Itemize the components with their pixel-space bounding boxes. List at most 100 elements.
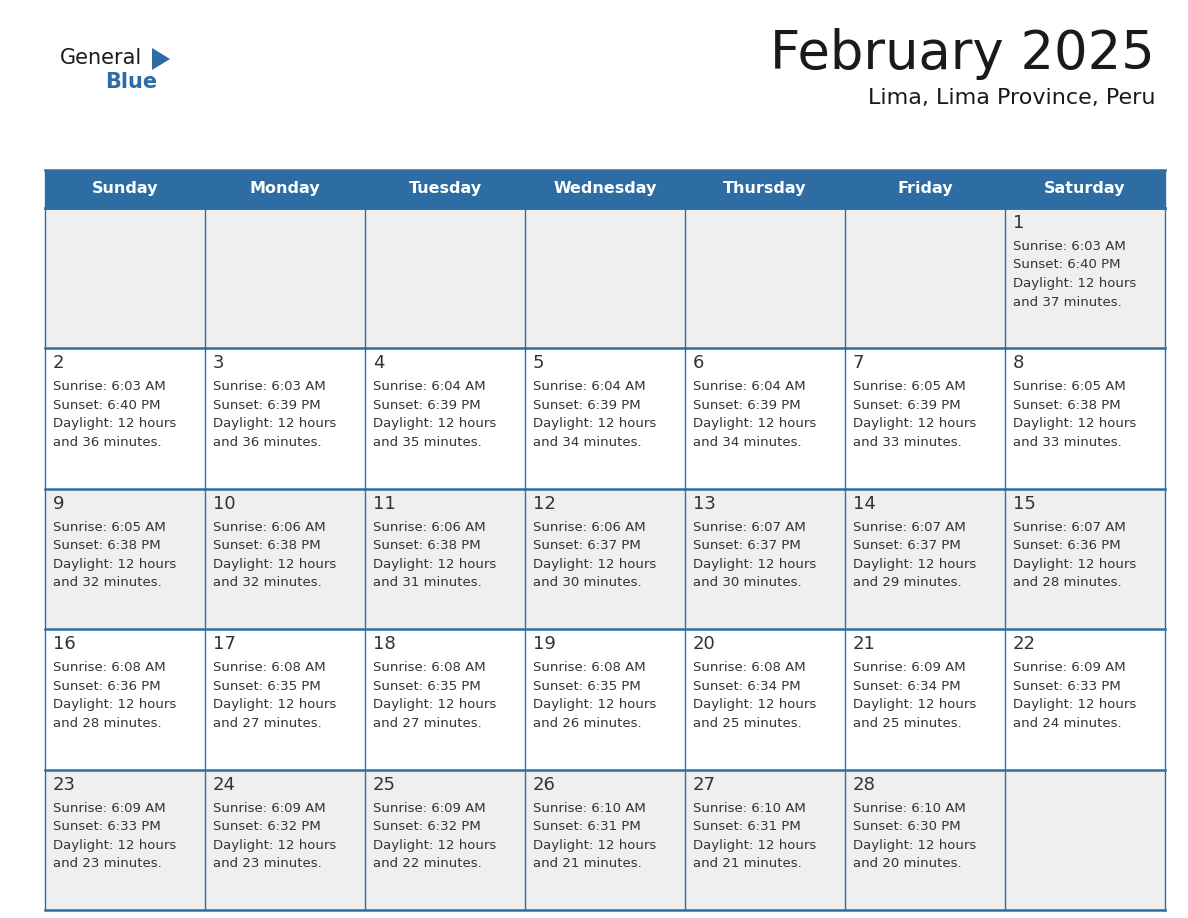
Text: Sunset: 6:34 PM: Sunset: 6:34 PM xyxy=(693,679,801,693)
Bar xyxy=(365,170,525,208)
Text: 6: 6 xyxy=(693,354,704,373)
Text: Sunrise: 6:05 AM: Sunrise: 6:05 AM xyxy=(1013,380,1126,394)
Bar xyxy=(685,629,845,769)
Text: and 21 minutes.: and 21 minutes. xyxy=(533,857,642,870)
Text: Daylight: 12 hours: Daylight: 12 hours xyxy=(1013,418,1136,431)
Text: 15: 15 xyxy=(1013,495,1036,513)
Text: and 25 minutes.: and 25 minutes. xyxy=(853,717,962,730)
Text: 23: 23 xyxy=(53,776,76,793)
Text: Daylight: 12 hours: Daylight: 12 hours xyxy=(213,418,336,431)
Text: and 30 minutes.: and 30 minutes. xyxy=(693,577,802,589)
Text: Sunrise: 6:03 AM: Sunrise: 6:03 AM xyxy=(53,380,166,394)
Text: Sunset: 6:38 PM: Sunset: 6:38 PM xyxy=(1013,399,1120,412)
Bar xyxy=(845,769,1005,910)
Text: and 27 minutes.: and 27 minutes. xyxy=(213,717,322,730)
Text: and 27 minutes.: and 27 minutes. xyxy=(373,717,482,730)
Text: Sunset: 6:33 PM: Sunset: 6:33 PM xyxy=(1013,679,1120,693)
Text: 16: 16 xyxy=(53,635,76,654)
Bar xyxy=(525,629,685,769)
Text: and 33 minutes.: and 33 minutes. xyxy=(1013,436,1121,449)
Text: 24: 24 xyxy=(213,776,236,793)
Text: February 2025: February 2025 xyxy=(770,28,1155,80)
Text: and 28 minutes.: and 28 minutes. xyxy=(1013,577,1121,589)
Text: 8: 8 xyxy=(1013,354,1024,373)
Text: 22: 22 xyxy=(1013,635,1036,654)
Text: Daylight: 12 hours: Daylight: 12 hours xyxy=(1013,699,1136,711)
Text: 19: 19 xyxy=(533,635,556,654)
Text: 2: 2 xyxy=(53,354,64,373)
Text: 18: 18 xyxy=(373,635,396,654)
Text: Sunset: 6:32 PM: Sunset: 6:32 PM xyxy=(373,820,481,834)
Bar xyxy=(45,769,206,910)
Text: Sunset: 6:34 PM: Sunset: 6:34 PM xyxy=(853,679,961,693)
Bar xyxy=(206,629,365,769)
Bar xyxy=(685,349,845,488)
Text: Monday: Monday xyxy=(249,182,321,196)
Text: Sunset: 6:36 PM: Sunset: 6:36 PM xyxy=(1013,539,1120,553)
Text: Daylight: 12 hours: Daylight: 12 hours xyxy=(533,558,656,571)
Text: 21: 21 xyxy=(853,635,876,654)
Text: Sunrise: 6:08 AM: Sunrise: 6:08 AM xyxy=(693,661,805,674)
Text: Sunset: 6:40 PM: Sunset: 6:40 PM xyxy=(1013,259,1120,272)
Text: Saturday: Saturday xyxy=(1044,182,1126,196)
Bar xyxy=(365,629,525,769)
Bar xyxy=(1005,769,1165,910)
Text: Sunrise: 6:09 AM: Sunrise: 6:09 AM xyxy=(213,801,326,814)
Text: Sunrise: 6:06 AM: Sunrise: 6:06 AM xyxy=(533,521,645,533)
Text: Daylight: 12 hours: Daylight: 12 hours xyxy=(213,558,336,571)
Bar xyxy=(685,208,845,349)
Bar xyxy=(1005,488,1165,629)
Text: Sunset: 6:32 PM: Sunset: 6:32 PM xyxy=(213,820,321,834)
Text: Sunday: Sunday xyxy=(91,182,158,196)
Bar xyxy=(45,349,206,488)
Text: Sunset: 6:30 PM: Sunset: 6:30 PM xyxy=(853,820,961,834)
Text: Daylight: 12 hours: Daylight: 12 hours xyxy=(53,558,176,571)
Bar xyxy=(525,349,685,488)
Text: Daylight: 12 hours: Daylight: 12 hours xyxy=(533,699,656,711)
Text: Sunrise: 6:04 AM: Sunrise: 6:04 AM xyxy=(693,380,805,394)
Text: and 20 minutes.: and 20 minutes. xyxy=(853,857,961,870)
Text: Daylight: 12 hours: Daylight: 12 hours xyxy=(213,839,336,852)
Text: Sunrise: 6:04 AM: Sunrise: 6:04 AM xyxy=(533,380,645,394)
Text: Sunset: 6:38 PM: Sunset: 6:38 PM xyxy=(213,539,321,553)
Text: Sunrise: 6:07 AM: Sunrise: 6:07 AM xyxy=(693,521,805,533)
Text: Sunset: 6:38 PM: Sunset: 6:38 PM xyxy=(53,539,160,553)
Text: Sunset: 6:36 PM: Sunset: 6:36 PM xyxy=(53,679,160,693)
Bar xyxy=(845,170,1005,208)
Text: 12: 12 xyxy=(533,495,556,513)
Text: Sunset: 6:38 PM: Sunset: 6:38 PM xyxy=(373,539,481,553)
Text: and 36 minutes.: and 36 minutes. xyxy=(53,436,162,449)
Text: Tuesday: Tuesday xyxy=(409,182,481,196)
Text: Sunset: 6:31 PM: Sunset: 6:31 PM xyxy=(693,820,801,834)
Bar xyxy=(525,208,685,349)
Text: Sunset: 6:37 PM: Sunset: 6:37 PM xyxy=(533,539,640,553)
Text: Blue: Blue xyxy=(105,72,157,92)
Bar xyxy=(45,488,206,629)
Text: General: General xyxy=(61,48,143,68)
Text: Sunrise: 6:07 AM: Sunrise: 6:07 AM xyxy=(1013,521,1126,533)
Text: Sunset: 6:39 PM: Sunset: 6:39 PM xyxy=(693,399,801,412)
Text: and 29 minutes.: and 29 minutes. xyxy=(853,577,961,589)
Text: 20: 20 xyxy=(693,635,715,654)
Bar xyxy=(1005,170,1165,208)
Text: 13: 13 xyxy=(693,495,716,513)
Text: Sunrise: 6:08 AM: Sunrise: 6:08 AM xyxy=(213,661,326,674)
Text: and 23 minutes.: and 23 minutes. xyxy=(213,857,322,870)
Text: and 34 minutes.: and 34 minutes. xyxy=(533,436,642,449)
Bar xyxy=(45,208,206,349)
Text: Sunset: 6:31 PM: Sunset: 6:31 PM xyxy=(533,820,640,834)
Bar xyxy=(1005,208,1165,349)
Bar xyxy=(1005,629,1165,769)
Bar xyxy=(365,488,525,629)
Text: and 24 minutes.: and 24 minutes. xyxy=(1013,717,1121,730)
Bar xyxy=(365,769,525,910)
Text: Sunset: 6:40 PM: Sunset: 6:40 PM xyxy=(53,399,160,412)
Bar xyxy=(685,769,845,910)
Text: and 34 minutes.: and 34 minutes. xyxy=(693,436,802,449)
Bar xyxy=(45,629,206,769)
Text: Sunrise: 6:05 AM: Sunrise: 6:05 AM xyxy=(53,521,166,533)
Text: Thursday: Thursday xyxy=(723,182,807,196)
Text: Daylight: 12 hours: Daylight: 12 hours xyxy=(1013,558,1136,571)
Text: Daylight: 12 hours: Daylight: 12 hours xyxy=(853,418,977,431)
Text: and 22 minutes.: and 22 minutes. xyxy=(373,857,482,870)
